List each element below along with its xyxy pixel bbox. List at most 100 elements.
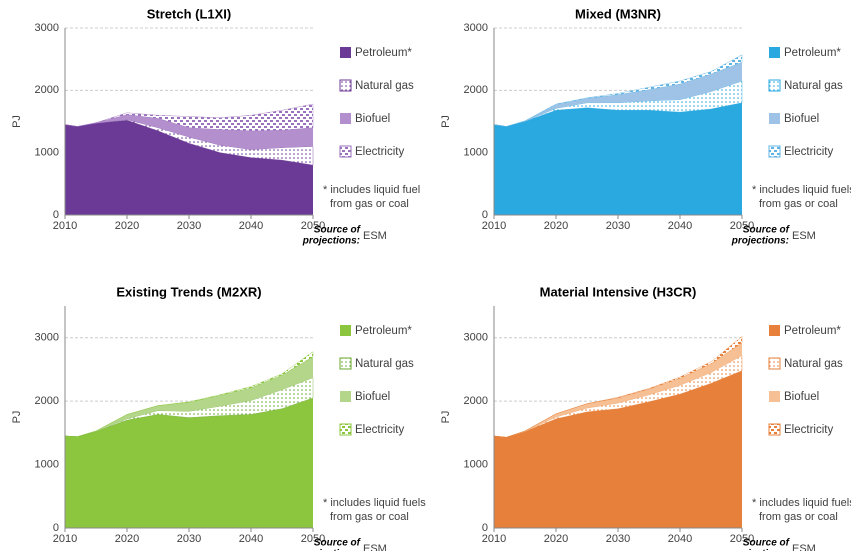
- area-solid: [494, 62, 742, 127]
- y-tick-label: 0: [482, 522, 488, 534]
- chart-title: Stretch (L1XI): [147, 6, 232, 21]
- y-tick-label: 2000: [464, 84, 488, 96]
- source-value: ESM: [792, 230, 816, 242]
- area-checks: [493, 54, 743, 127]
- x-tick-label: 2040: [668, 533, 692, 545]
- area-solid: [65, 356, 313, 437]
- x-tick-label: 2010: [482, 220, 506, 232]
- chart-title: Material Intensive (H3CR): [540, 284, 697, 299]
- footnote: from gas or coal: [330, 511, 409, 523]
- y-tick-label: 2000: [35, 84, 59, 96]
- legend-label: Electricity: [355, 424, 404, 436]
- legend-swatch: [340, 391, 351, 402]
- y-tick-label: 3000: [35, 332, 59, 344]
- x-tick-label: 2030: [606, 533, 630, 545]
- source-label: projections:: [731, 236, 789, 247]
- legend-label: Natural gas: [784, 358, 843, 370]
- y-tick-label: 1000: [464, 458, 488, 470]
- x-tick-label: 2020: [544, 220, 568, 232]
- footnote: * includes liquid fuels: [752, 497, 851, 509]
- source-value: ESM: [792, 543, 816, 551]
- chart-panel: Material Intensive (H3CR) PJ 0 1000 2000 3000…: [440, 284, 851, 551]
- legend-label: Petroleum*: [784, 325, 841, 337]
- source-label: Source of: [314, 538, 362, 549]
- x-tick-label: 2040: [239, 533, 263, 545]
- footnote: from gas or coal: [759, 198, 838, 210]
- footnote: * includes liquid fuels: [323, 497, 426, 509]
- x-tick-label: 2050: [301, 220, 325, 232]
- area-solid: [494, 102, 742, 215]
- legend-swatch: [339, 145, 352, 158]
- y-axis-label: PJ: [11, 115, 23, 128]
- source-value: ESM: [363, 543, 387, 551]
- area-solid: [65, 114, 313, 150]
- legend-swatch: [339, 423, 352, 436]
- x-tick-label: 2040: [668, 220, 692, 232]
- source-label: Source of: [743, 538, 791, 549]
- legend-label: Natural gas: [355, 80, 414, 92]
- x-tick-label: 2050: [301, 533, 325, 545]
- x-tick-label: 2020: [115, 533, 139, 545]
- x-tick-label: 2010: [53, 220, 77, 232]
- chart-panel: Existing Trends (M2XR) PJ 0 1000 2000 3000 201…: [11, 284, 426, 551]
- y-axis-label: PJ: [11, 411, 23, 424]
- y-axis-label: PJ: [440, 411, 452, 424]
- legend-label: Electricity: [784, 146, 833, 158]
- legend-swatch: [768, 423, 781, 436]
- chart-title: Existing Trends (M2XR): [116, 284, 261, 299]
- y-tick-label: 0: [53, 522, 59, 534]
- legend-swatch: [769, 391, 780, 402]
- legend-swatch: [340, 113, 351, 124]
- y-tick-label: 3000: [464, 22, 488, 34]
- area-solid: [494, 370, 742, 528]
- legend-label: Electricity: [784, 424, 833, 436]
- legend-label: Petroleum*: [355, 325, 412, 337]
- legend-label: Biofuel: [355, 391, 390, 403]
- legend-label: Biofuel: [784, 391, 819, 403]
- x-tick-label: 2020: [115, 220, 139, 232]
- footnote: * includes liquid fuel: [323, 184, 420, 196]
- source-label: Source of: [314, 225, 362, 236]
- legend-swatch: [768, 79, 781, 92]
- y-tick-label: 0: [53, 209, 59, 221]
- source-label: Source of: [743, 225, 791, 236]
- y-tick-label: 3000: [464, 332, 488, 344]
- y-tick-label: 0: [482, 209, 488, 221]
- source-label: projections:: [302, 549, 360, 551]
- x-tick-label: 2010: [482, 533, 506, 545]
- legend-swatch: [769, 113, 780, 124]
- y-tick-label: 1000: [35, 147, 59, 159]
- legend-label: Natural gas: [355, 358, 414, 370]
- footnote: * includes liquid fuels: [752, 184, 851, 196]
- legend-swatch: [768, 145, 781, 158]
- area-dots: [64, 377, 314, 437]
- x-tick-label: 2030: [177, 533, 201, 545]
- area-checks: [64, 351, 314, 437]
- y-tick-label: 1000: [464, 147, 488, 159]
- legend-swatch: [340, 47, 351, 58]
- y-tick-label: 1000: [35, 458, 59, 470]
- legend-label: Petroleum*: [784, 47, 841, 59]
- legend-label: Biofuel: [784, 113, 819, 125]
- y-tick-label: 2000: [35, 395, 59, 407]
- area-checks: [64, 103, 314, 132]
- legend-swatch: [340, 325, 351, 336]
- area-checks: [493, 336, 743, 438]
- x-tick-label: 2010: [53, 533, 77, 545]
- legend-swatch: [769, 325, 780, 336]
- legend-swatch: [339, 79, 352, 92]
- chart-title: Mixed (M3NR): [575, 6, 661, 21]
- chart-panel: Mixed (M3NR) PJ 0 1000 2000 3000 2010 2020 2030 2…: [440, 6, 851, 246]
- x-tick-label: 2030: [177, 220, 201, 232]
- legend-swatch: [769, 47, 780, 58]
- footnote: from gas or coal: [330, 198, 409, 210]
- source-value: ESM: [363, 230, 387, 242]
- y-axis-label: PJ: [440, 115, 452, 128]
- x-tick-label: 2030: [606, 220, 630, 232]
- area-solid: [65, 120, 313, 215]
- legend-label: Electricity: [355, 146, 404, 158]
- x-tick-label: 2040: [239, 220, 263, 232]
- y-tick-label: 3000: [35, 22, 59, 34]
- source-label: projections:: [302, 236, 360, 247]
